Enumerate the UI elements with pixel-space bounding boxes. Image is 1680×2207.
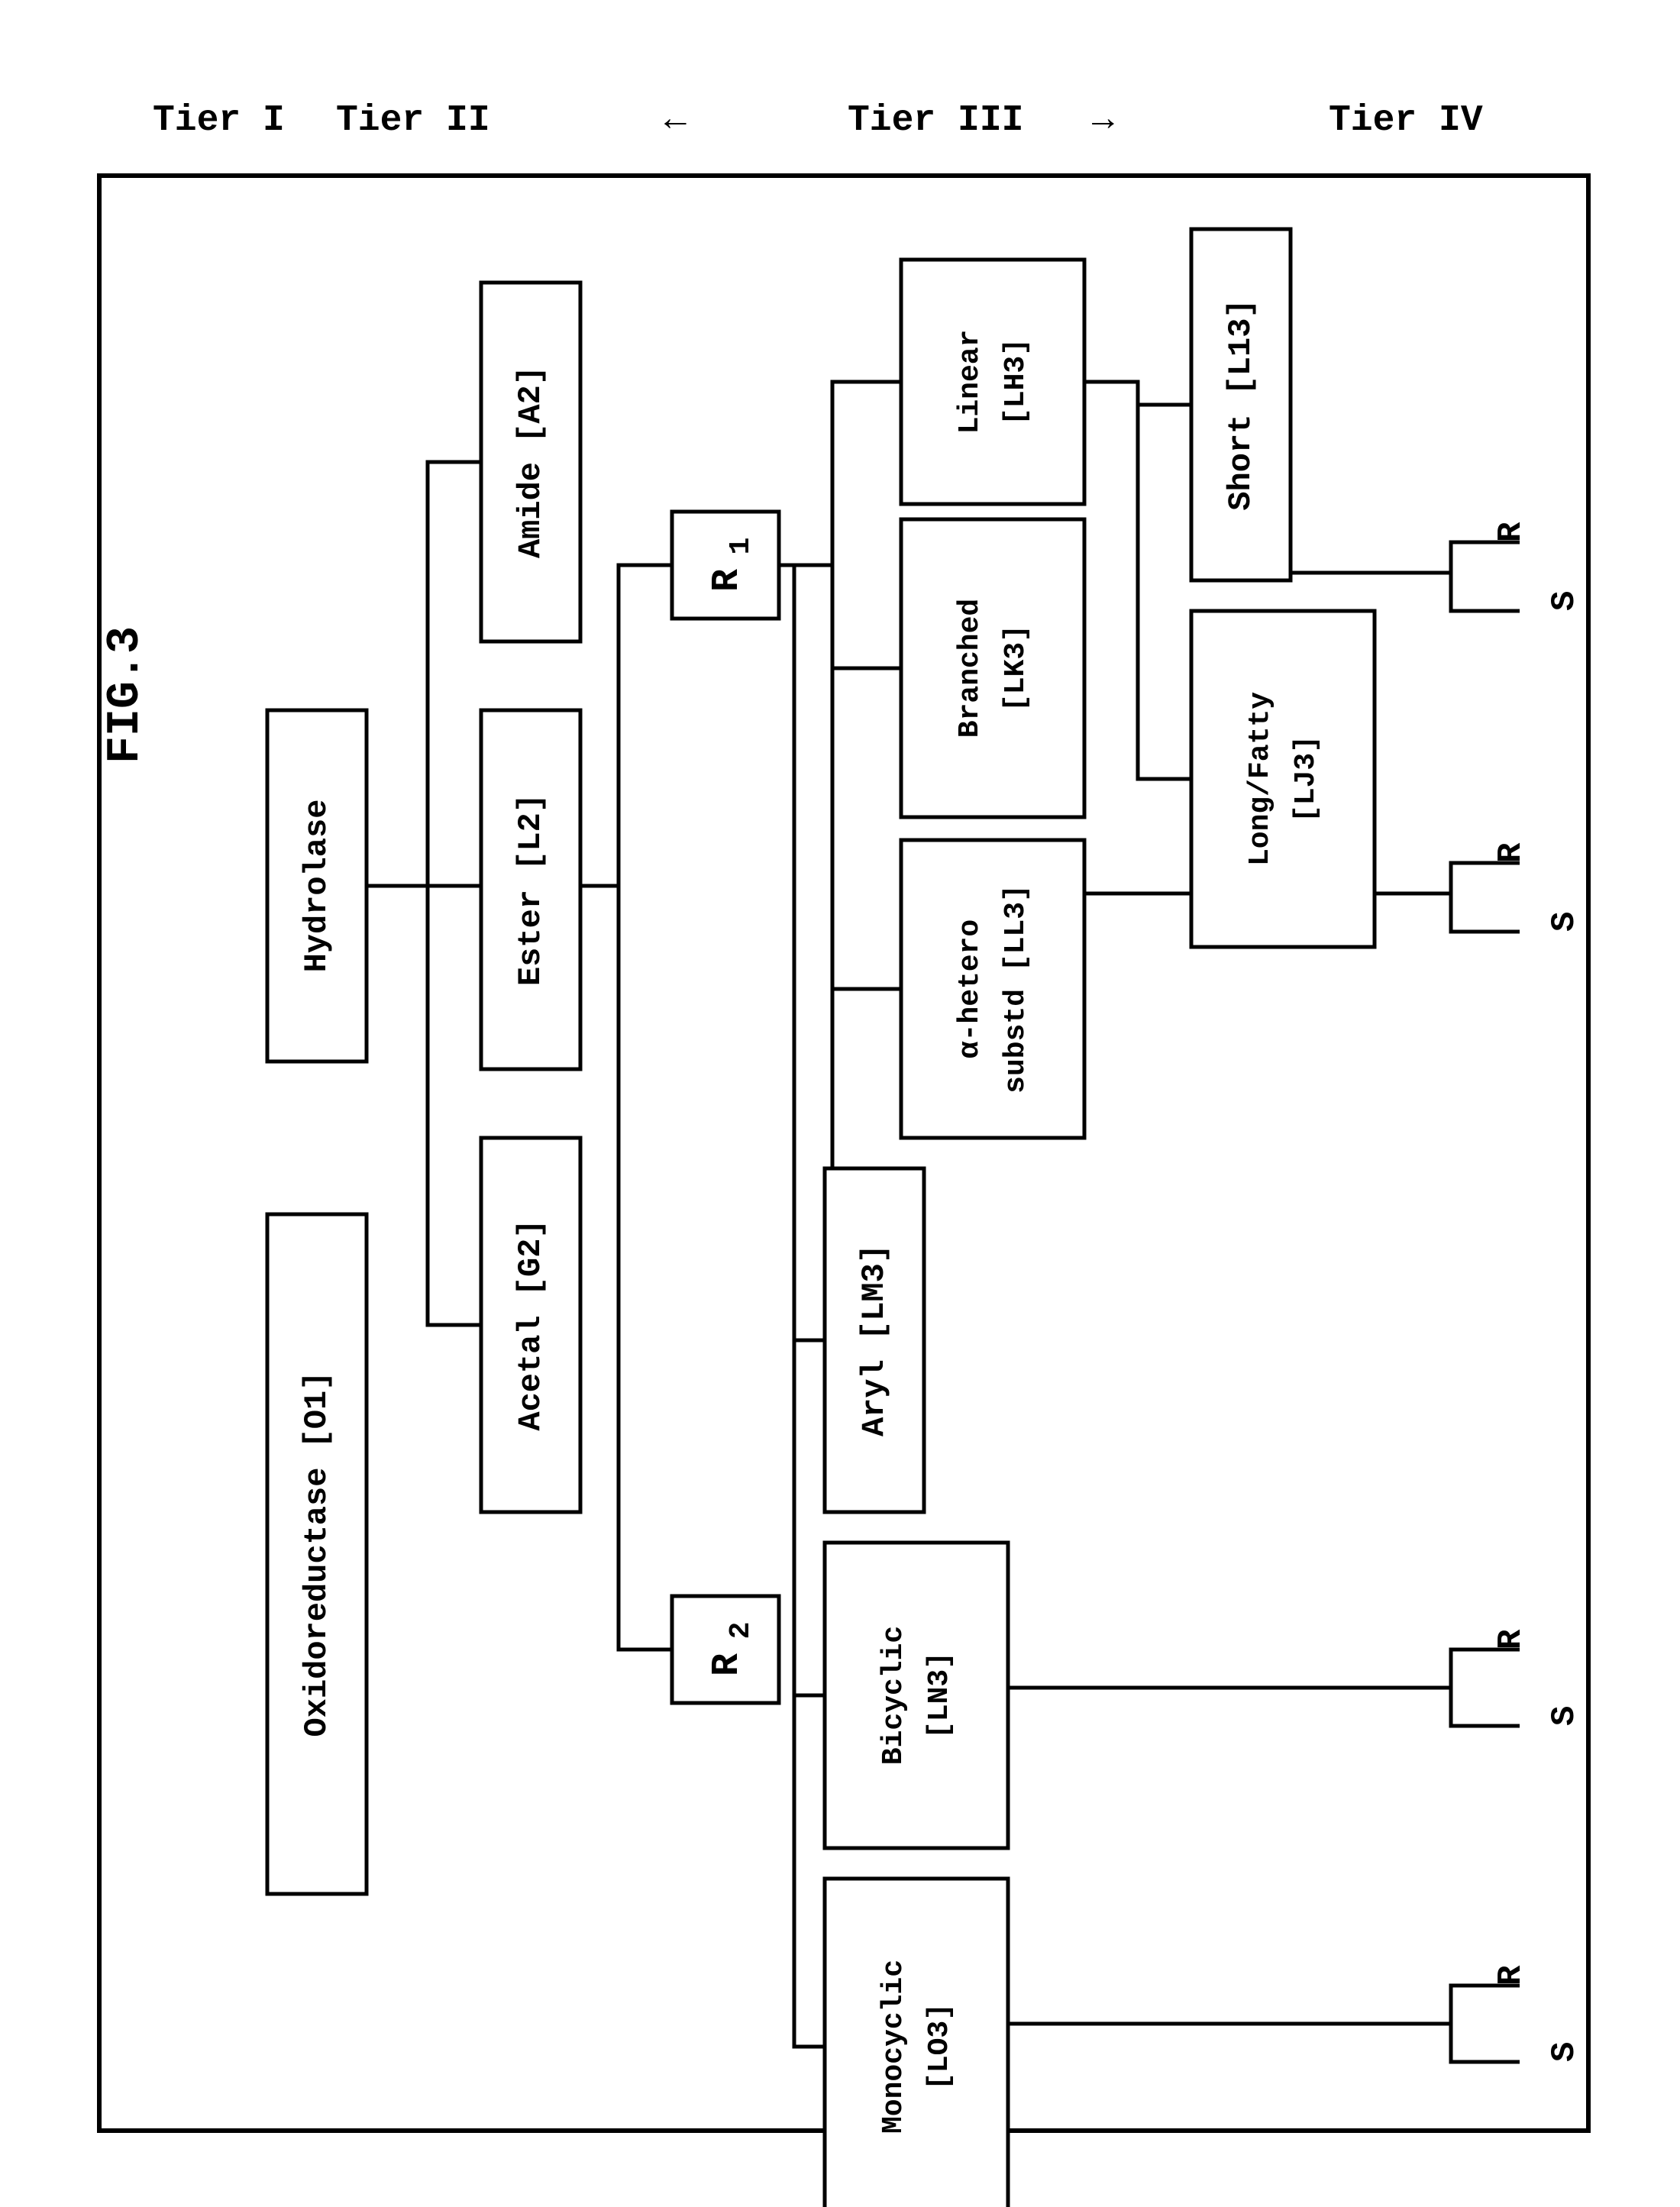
node-bicyclic [825, 1543, 1008, 1848]
tier3-arrow-left: ← [664, 100, 687, 141]
edge-14 [1291, 542, 1497, 573]
svg-text:R: R [706, 1653, 749, 1676]
leaf-rs_short-S: S [1546, 591, 1584, 611]
node-label-branched-1: [LK3] [1000, 625, 1032, 712]
edge-18 [1008, 1650, 1497, 1688]
edge-12 [1084, 382, 1191, 405]
edge-3 [580, 565, 672, 886]
leaf-rs_bic-S: S [1546, 1706, 1584, 1726]
edge-9 [779, 565, 825, 1340]
node-label-short-0: Short [L13] [1223, 299, 1259, 510]
edge-21 [1451, 2024, 1497, 2062]
node-label-monocyclic-1: [LO3] [923, 2003, 956, 2090]
figure-label: FIG.3 [100, 626, 152, 764]
node-label-hydrolase-0: Hydrolase [299, 800, 335, 973]
leaf-rs_mono-R: R [1492, 1965, 1530, 1986]
node-branched [901, 519, 1084, 817]
node-label-amide-0: Amide [A2] [512, 366, 549, 558]
edge-2 [428, 886, 481, 1325]
edge-15 [1451, 573, 1497, 611]
edge-0 [367, 462, 481, 886]
tier-header-3: Tier III [848, 100, 1023, 141]
edge-5 [779, 382, 901, 565]
node-label-alphahetero-1: substd [LL3] [1000, 884, 1032, 1094]
node-alphahetero [901, 840, 1084, 1138]
node-label-alphahetero-0: α-hetero [954, 919, 987, 1058]
edge-19 [1451, 1688, 1497, 1726]
node-label-linear-1: [LH3] [1000, 338, 1032, 425]
node-label-bicyclic-1: [LN3] [923, 1652, 956, 1739]
edge-7 [832, 565, 901, 989]
node-r2 [672, 1596, 779, 1703]
hierarchy-diagram: Hydrolase Oxidoreductase [O1] Amide [A2] Es… [0, 0, 1680, 2207]
node-label-acetal-0: Acetal [G2] [512, 1219, 549, 1430]
node-label-ester-0: Ester [L2] [512, 793, 549, 986]
svg-text:1: 1 [725, 538, 758, 555]
node-label-branched-0: Branched [954, 599, 987, 738]
leaf-rs_lh-S: S [1546, 912, 1584, 932]
edge-13 [1138, 405, 1191, 779]
leaf-rs_lh-R: R [1492, 842, 1530, 863]
edge-4 [619, 565, 672, 1650]
node-longfatty [1191, 611, 1375, 947]
tier-header-1: Tier I [153, 100, 285, 141]
tier-header-4: Tier IV [1329, 100, 1483, 141]
leaf-rs_bic-R: R [1492, 1629, 1530, 1650]
node-label-bicyclic-0: Bicyclic [877, 1626, 910, 1765]
node-label-linear-0: Linear [954, 330, 987, 435]
edge-17 [1451, 893, 1497, 932]
node-label-longfatty-1: [LJ3] [1290, 735, 1323, 822]
node-linear [901, 260, 1084, 504]
node-label-longfatty-0: Long/Fatty [1244, 692, 1277, 866]
node-label-aryl-0: Aryl [LM3] [856, 1244, 893, 1436]
svg-text:2: 2 [725, 1622, 758, 1640]
node-label-oxidoreductase-0: Oxidoreductase [O1] [299, 1372, 335, 1737]
edge-11 [794, 1695, 825, 2047]
node-label-monocyclic-0: Monocyclic [877, 1960, 910, 2134]
tier-header-2: Tier II [336, 100, 490, 141]
edge-6 [832, 565, 901, 668]
edge-10 [794, 1340, 825, 1695]
leaf-rs_short-R: R [1492, 522, 1530, 542]
svg-text:R: R [706, 569, 749, 592]
leaf-rs_mono-S: S [1546, 2042, 1584, 2062]
tier3-arrow-right: → [1092, 100, 1114, 141]
node-r1 [672, 512, 779, 619]
edge-20 [1008, 1986, 1497, 2024]
node-monocyclic [825, 1879, 1008, 2207]
